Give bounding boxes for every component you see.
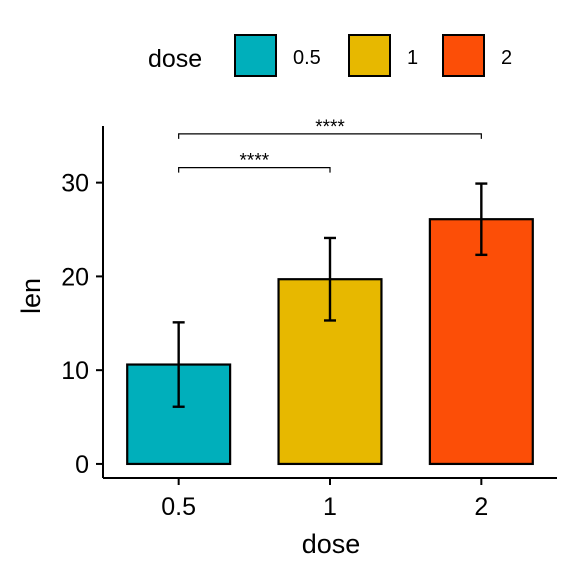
significance-bracket-2: [178, 133, 482, 139]
x-axis-title: dose: [302, 529, 361, 559]
y-tick-label-20: 20: [61, 263, 89, 291]
significance-bracket-line-1: [178, 167, 331, 173]
error-bar-1: [324, 236, 336, 322]
legend-key-2: [442, 34, 485, 77]
y-tick-label-30: 30: [61, 170, 89, 198]
x-tick-label-1: 1: [323, 493, 337, 521]
legend: dose 0.5 1 2: [148, 34, 512, 77]
y-tick-label-0: 0: [75, 451, 89, 479]
y-axis-title: len: [16, 278, 46, 314]
plot-area: **** **** 0 10 20 30 0.5 1 2: [61, 117, 557, 521]
x-tick-label-2: 2: [474, 493, 488, 521]
significance-bracket-line-2: [178, 133, 482, 139]
bar-2: [428, 218, 534, 466]
error-bar-2: [475, 182, 488, 257]
significance-bracket-1: [178, 167, 331, 173]
legend-key-1: [348, 34, 391, 77]
significance-label-1: ****: [240, 151, 270, 172]
legend-key-0.5: [234, 34, 277, 77]
y-tick-label-10: 10: [61, 357, 89, 385]
x-tick-label-0.5: 0.5: [161, 493, 196, 521]
significance-label-2: ****: [315, 117, 345, 138]
legend-title: dose: [148, 45, 202, 73]
legend-label-0.5: 0.5: [293, 47, 321, 69]
legend-label-2: 2: [501, 47, 512, 69]
legend-label-1: 1: [407, 47, 418, 69]
error-bar-0.5: [172, 321, 185, 408]
